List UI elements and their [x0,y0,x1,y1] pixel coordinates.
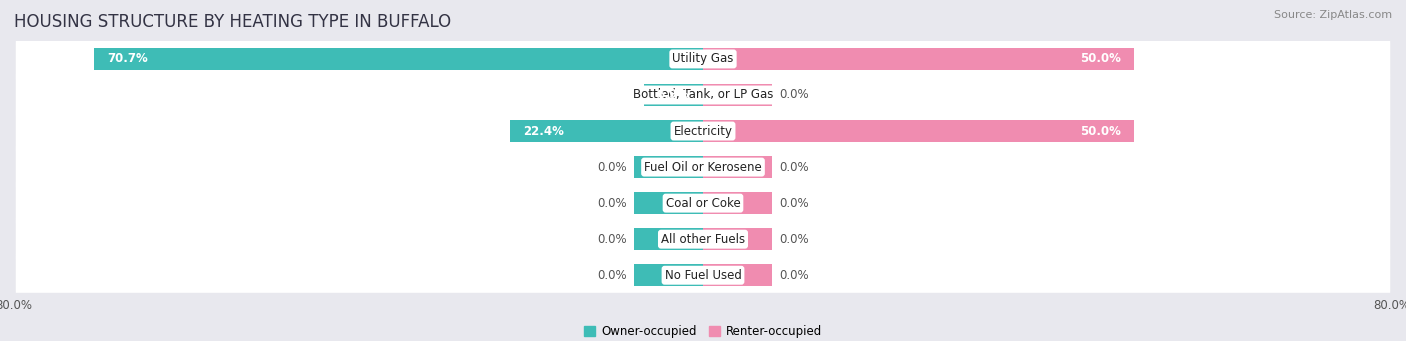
FancyBboxPatch shape [15,68,1391,122]
Text: Utility Gas: Utility Gas [672,53,734,65]
Text: 0.0%: 0.0% [779,269,808,282]
Text: 22.4%: 22.4% [523,124,564,137]
Bar [703,264,772,286]
Text: 0.0%: 0.0% [779,233,808,246]
FancyBboxPatch shape [15,140,1391,194]
Text: 0.0%: 0.0% [779,161,808,174]
Bar [634,156,703,178]
FancyBboxPatch shape [15,104,1391,158]
Bar [94,48,703,70]
Text: 0.0%: 0.0% [598,233,627,246]
Bar [634,192,703,214]
Text: 50.0%: 50.0% [1080,53,1121,65]
Text: All other Fuels: All other Fuels [661,233,745,246]
Bar [703,120,1133,142]
Bar [644,84,703,106]
Text: 0.0%: 0.0% [598,197,627,210]
Text: 6.9%: 6.9% [657,89,689,102]
Legend: Owner-occupied, Renter-occupied: Owner-occupied, Renter-occupied [579,321,827,341]
Text: Bottled, Tank, or LP Gas: Bottled, Tank, or LP Gas [633,89,773,102]
Text: Fuel Oil or Kerosene: Fuel Oil or Kerosene [644,161,762,174]
Bar [703,84,772,106]
Text: 50.0%: 50.0% [1080,124,1121,137]
Text: HOUSING STRUCTURE BY HEATING TYPE IN BUFFALO: HOUSING STRUCTURE BY HEATING TYPE IN BUF… [14,13,451,31]
Text: 0.0%: 0.0% [779,89,808,102]
Text: 0.0%: 0.0% [598,161,627,174]
Text: No Fuel Used: No Fuel Used [665,269,741,282]
Bar [703,192,772,214]
Text: Electricity: Electricity [673,124,733,137]
Bar [634,228,703,250]
Bar [703,48,1133,70]
FancyBboxPatch shape [15,176,1391,230]
FancyBboxPatch shape [15,248,1391,302]
Bar [510,120,703,142]
Text: Coal or Coke: Coal or Coke [665,197,741,210]
Text: 0.0%: 0.0% [598,269,627,282]
Text: Source: ZipAtlas.com: Source: ZipAtlas.com [1274,10,1392,20]
Bar [634,264,703,286]
Text: 70.7%: 70.7% [107,53,148,65]
FancyBboxPatch shape [15,32,1391,86]
Bar [703,228,772,250]
Bar [703,156,772,178]
FancyBboxPatch shape [15,212,1391,266]
Text: 0.0%: 0.0% [779,197,808,210]
